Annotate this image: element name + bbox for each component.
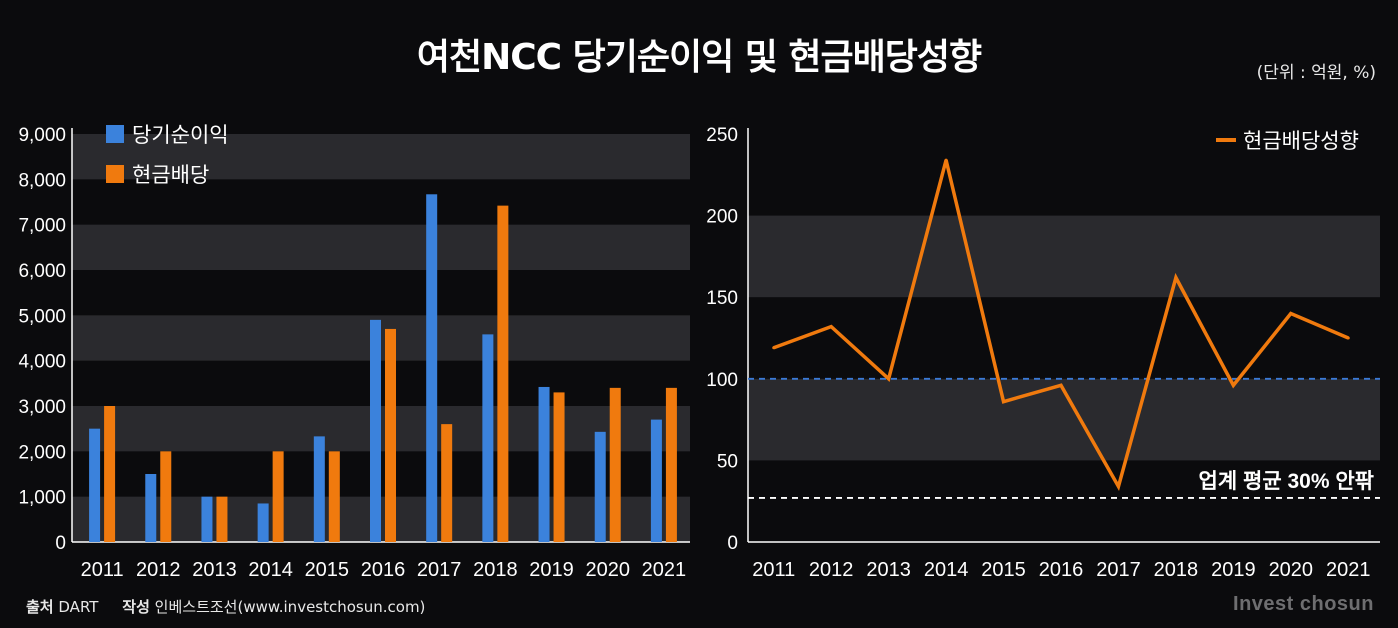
y-tick-label: 200: [706, 207, 738, 228]
data-point: [1059, 383, 1063, 387]
y-tick-label: 9,000: [18, 125, 66, 146]
legend-label: 현금배당성향: [1243, 130, 1359, 153]
legend-label: 현금배당: [132, 164, 209, 187]
x-tick-label: 2016: [1039, 559, 1084, 581]
bar-net-income: [650, 419, 662, 542]
x-tick-label: 2019: [1211, 559, 1256, 581]
grid-band: [72, 134, 690, 180]
x-tick-label: 2012: [809, 559, 854, 581]
legend-swatch: [106, 125, 124, 143]
legend-label: 당기순이익: [132, 124, 229, 147]
data-point: [944, 158, 948, 162]
y-tick-label: 3,000: [18, 397, 66, 418]
bar-net-income: [482, 334, 494, 542]
x-tick-label: 2021: [642, 559, 687, 581]
bar-dividend: [609, 387, 621, 542]
net-income-dividend-bar-chart: 0 1,000 2,000 3,000 4,000 5,000 6,000 7,000 8,00…: [18, 124, 690, 581]
y-tick-label: 0: [55, 533, 66, 554]
y-tick-label: 8,000: [18, 170, 66, 191]
y-tick-label: 0: [727, 533, 738, 554]
data-point: [1289, 312, 1293, 316]
bar-dividend: [216, 496, 228, 542]
bar-dividend: [160, 451, 172, 542]
data-point: [1174, 276, 1178, 280]
data-point: [1116, 485, 1120, 489]
x-tick-label: 2018: [1154, 559, 1199, 581]
grid-band: [72, 224, 690, 270]
data-point: [1002, 400, 1006, 404]
unit-label: (단위 : 억원, %): [1256, 63, 1376, 83]
bar-dividend: [272, 451, 284, 542]
x-tick-label: 2015: [305, 559, 350, 581]
bar-net-income: [89, 428, 101, 542]
legend-swatch: [106, 165, 124, 183]
bar-net-income: [538, 386, 550, 542]
x-tick-label: 2014: [924, 559, 969, 581]
y-tick-label: 250: [706, 125, 738, 146]
x-tick-label: 2014: [248, 559, 293, 581]
payout-ratio-line-chart: 0 50 100 150 200 250 업계 평균 30% 안팎 2011 2012 2013 2…: [706, 125, 1380, 581]
chart-title: 여천NCC 당기순이익 및 현금배당성향: [416, 37, 982, 78]
y-tick-label: 50: [717, 451, 738, 472]
source-value: DART: [58, 598, 99, 616]
y-tick-label: 100: [706, 370, 738, 391]
x-tick-label: 2020: [1269, 559, 1314, 581]
x-tick-label: 2017: [417, 559, 462, 581]
y-tick-label: 4,000: [18, 352, 66, 373]
y-tick-label: 1,000: [18, 488, 66, 509]
y-tick-label: 5,000: [18, 306, 66, 327]
x-tick-label: 2013: [866, 559, 911, 581]
bar-dividend: [665, 387, 677, 542]
bar-net-income: [594, 431, 606, 542]
x-tick-label: 2016: [361, 559, 406, 581]
bar-dividend: [497, 205, 509, 543]
bar-net-income: [426, 194, 438, 542]
x-tick-label: 2019: [529, 559, 574, 581]
source-label: 출처: [26, 598, 54, 616]
data-point: [772, 346, 776, 350]
x-tick-label: 2012: [136, 559, 181, 581]
bar-dividend: [441, 424, 453, 542]
data-point: [1231, 383, 1235, 387]
bar-net-income: [313, 436, 325, 542]
footer: 출처 DART 작성 인베스트조선(www.investchosun.com): [26, 596, 425, 617]
author-value: 인베스트조선(www.investchosun.com): [154, 598, 426, 616]
x-tick-label: 2013: [192, 559, 237, 581]
x-tick-label: 2015: [981, 559, 1026, 581]
y-tick-label: 7,000: [18, 216, 66, 237]
x-tick-label: 2011: [752, 559, 795, 581]
bar-net-income: [370, 319, 381, 542]
bar-net-income: [201, 496, 213, 542]
y-tick-label: 6,000: [18, 261, 66, 282]
x-tick-label: 2011: [81, 559, 124, 581]
y-tick-label: 150: [706, 288, 738, 309]
x-tick-label: 2020: [585, 559, 630, 581]
author-label: 작성: [122, 598, 150, 616]
bar-dividend: [104, 406, 116, 542]
brand-logo: Invest chosun: [1233, 593, 1374, 615]
data-point: [829, 325, 833, 329]
annotation-industry-avg: 업계 평균 30% 안팎: [1199, 470, 1374, 493]
bar-dividend: [328, 451, 340, 542]
bar-dividend: [553, 392, 565, 542]
bar-dividend: [385, 328, 396, 542]
y-tick-label: 2,000: [18, 442, 66, 463]
data-point: [887, 377, 891, 381]
x-tick-label: 2021: [1326, 559, 1371, 581]
x-tick-label: 2018: [473, 559, 518, 581]
bar-net-income: [145, 474, 157, 542]
grid-band: [748, 215, 1380, 298]
data-point: [1346, 336, 1350, 340]
bar-net-income: [257, 503, 269, 542]
x-tick-label: 2017: [1096, 559, 1141, 581]
